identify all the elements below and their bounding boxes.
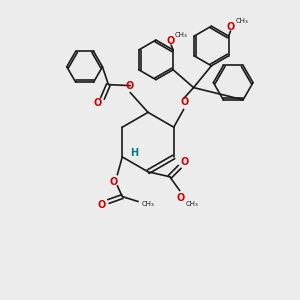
Text: CH₃: CH₃ xyxy=(185,202,198,208)
Text: CH₃: CH₃ xyxy=(236,18,249,24)
Text: H: H xyxy=(130,148,138,158)
Text: O: O xyxy=(177,193,185,202)
Text: O: O xyxy=(109,177,118,187)
Text: O: O xyxy=(93,98,102,108)
Text: O: O xyxy=(125,81,133,91)
Text: O: O xyxy=(97,200,106,211)
Text: O: O xyxy=(181,157,189,167)
Text: CH₃: CH₃ xyxy=(142,200,154,206)
Text: CH₃: CH₃ xyxy=(175,32,188,38)
Text: O: O xyxy=(226,22,235,32)
Text: O: O xyxy=(167,36,175,46)
Text: O: O xyxy=(181,98,189,107)
